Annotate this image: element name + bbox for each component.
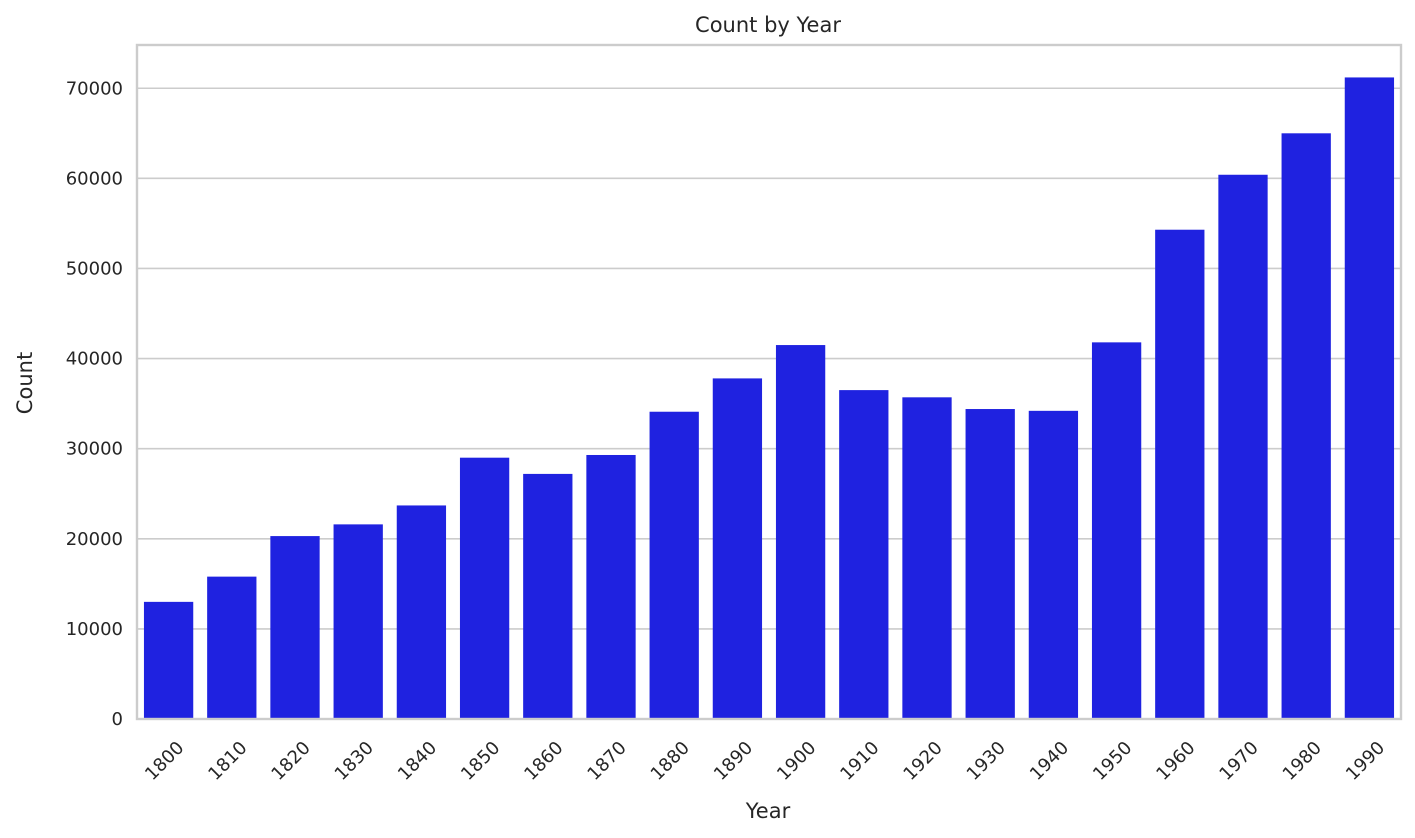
bar-1940 <box>1028 410 1079 719</box>
y-axis-label: Count <box>13 352 37 414</box>
bar-1890 <box>712 378 763 719</box>
bars <box>143 77 1395 720</box>
x-tick-label: 1860 <box>520 737 567 784</box>
bar-1980 <box>1281 133 1331 719</box>
bar-1810 <box>207 576 257 719</box>
x-tick-label: 1960 <box>1152 737 1199 784</box>
gridlines <box>137 87 1401 720</box>
bar-1820 <box>270 536 320 719</box>
bar-1960 <box>1155 229 1205 720</box>
x-tick-label: 1850 <box>457 737 504 784</box>
x-tick-label: 1970 <box>1215 737 1262 784</box>
bar-1950 <box>1091 342 1142 719</box>
x-tick-label: 1800 <box>141 737 188 784</box>
x-tick-label: 1910 <box>836 737 883 784</box>
x-tick-label: 1990 <box>1342 737 1389 784</box>
bar-1970 <box>1218 174 1268 719</box>
y-tick-label: 40000 <box>66 349 123 370</box>
x-tick-label: 1870 <box>583 737 630 784</box>
x-tick-label: 1830 <box>331 737 378 784</box>
y-tick-label: 20000 <box>66 529 123 550</box>
bar-1930 <box>965 409 1015 719</box>
bar-1990 <box>1344 77 1395 720</box>
bar-1860 <box>523 473 573 719</box>
x-tick-label: 1820 <box>267 737 314 784</box>
bar-1880 <box>649 411 699 719</box>
bar-1900 <box>775 345 826 719</box>
plot-frame <box>135 43 1403 721</box>
x-tick-label: 1810 <box>204 737 251 784</box>
plot-border <box>135 43 1403 721</box>
bar-1850 <box>459 457 510 719</box>
x-tick-label: 1880 <box>647 737 694 784</box>
bar-1910 <box>839 390 889 719</box>
x-tick-labels: 1800 1810 1820 1830 1840 1850 1860 1870 1880 1890… <box>141 737 1389 784</box>
bar-1840 <box>396 505 447 719</box>
x-tick-label: 1900 <box>773 737 820 784</box>
x-tick-label: 1940 <box>1026 737 1073 784</box>
x-tick-label: 1980 <box>1279 737 1326 784</box>
x-tick-label: 1950 <box>1089 737 1136 784</box>
x-tick-label: 1890 <box>710 737 757 784</box>
x-tick-label: 1930 <box>963 737 1010 784</box>
bar-1870 <box>586 454 636 719</box>
bar-1800 <box>143 601 194 719</box>
y-tick-label: 70000 <box>66 78 123 99</box>
y-tick-labels: 0 10000 20000 30000 40000 50000 60000 70000 <box>66 78 123 730</box>
y-tick-label: 30000 <box>66 439 123 460</box>
y-tick-label: 10000 <box>66 619 123 640</box>
x-axis-label: Year <box>745 799 791 823</box>
y-tick-label: 60000 <box>66 168 123 189</box>
chart-title: Count by Year <box>695 13 841 37</box>
x-tick-label: 1840 <box>394 737 441 784</box>
y-tick-label: 0 <box>112 709 123 730</box>
y-tick-label: 50000 <box>66 258 123 279</box>
x-tick-label: 1920 <box>899 737 946 784</box>
bar-1920 <box>902 397 952 719</box>
bar-1830 <box>333 524 383 719</box>
